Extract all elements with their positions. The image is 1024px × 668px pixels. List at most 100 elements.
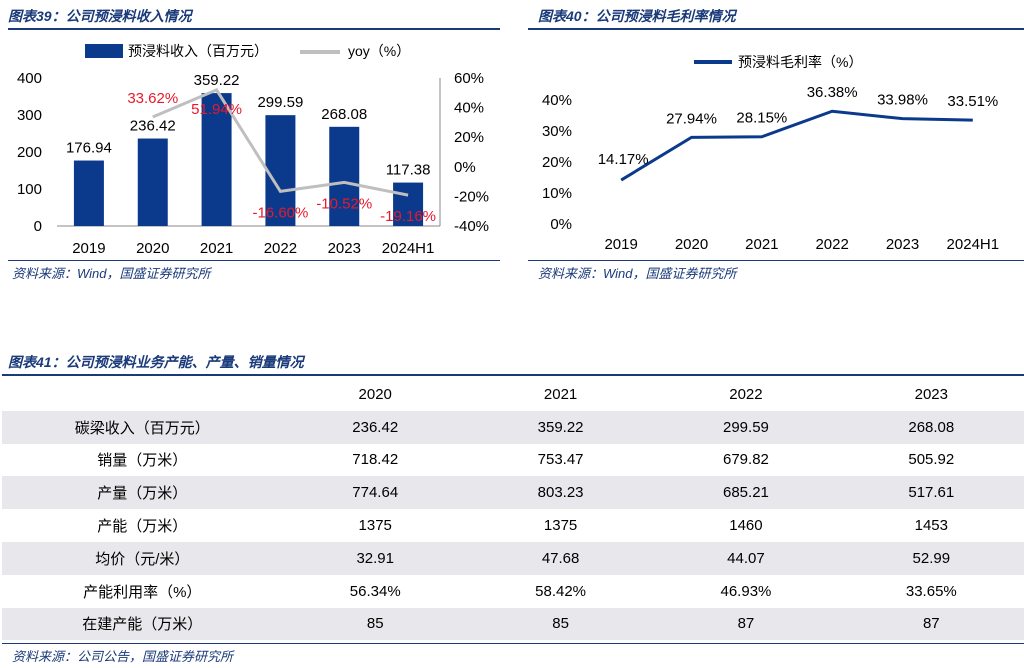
yoy-point-label: -19.16% <box>380 208 436 225</box>
table-header-cell: 2020 <box>358 385 392 403</box>
table-cell: 505.92 <box>908 451 955 469</box>
margin-point-label: 33.98% <box>877 92 928 109</box>
x-tick-label: 2022 <box>264 240 297 257</box>
table-row: 碳梁收入（百万元） 236.42 359.22 299.59 268.08 <box>2 410 1024 444</box>
table-row: 在建产能（万米） 85 85 87 87 <box>2 607 1024 641</box>
fig39-top-rule <box>8 28 500 30</box>
bar <box>73 160 104 226</box>
margin-line <box>620 109 973 182</box>
fig39-title: 图表39：公司预浸料收入情况 <box>8 8 192 24</box>
table-cell: 685.21 <box>653 476 839 510</box>
table-header-cell: 2021 <box>543 385 578 403</box>
row-label: 产能利用率（%） <box>83 583 202 601</box>
fig41-title: 图表41：公司预浸料业务产能、产量、销量情况 <box>8 354 304 370</box>
table-cell: 46.93% <box>720 582 772 600</box>
x-tick-label: 2021 <box>745 236 778 253</box>
table-cell: 32.91 <box>282 541 468 575</box>
fig40-bottom-rule <box>528 260 1024 261</box>
table-cell: 359.22 <box>467 410 654 444</box>
y-tick-label: 40% <box>542 92 572 109</box>
bar-value-label: 117.38 <box>386 162 431 179</box>
y-tick-label: 20% <box>542 154 572 171</box>
x-tick-label: 2020 <box>136 240 169 257</box>
yoy-point-label: 33.62% <box>127 90 178 107</box>
table-cell: 1453 <box>914 517 948 535</box>
yoy-point-label: -16.60% <box>252 204 308 221</box>
row-label: 碳梁收入（百万元） <box>2 410 283 444</box>
fig40-source: 资料来源：Wind，国盛证券研究所 <box>538 266 737 281</box>
table-cell: 58.42% <box>535 582 587 600</box>
table-cell: 87 <box>653 607 839 641</box>
table-cell: 85 <box>282 607 468 641</box>
bar-value-label: 268.08 <box>321 106 367 123</box>
bar-value-label: 359.22 <box>194 72 240 89</box>
x-tick-label: 2023 <box>328 240 361 257</box>
table-row: 均价（元/米） 32.91 47.68 44.07 52.99 <box>2 541 1024 575</box>
y-tick-label: 10% <box>542 185 572 202</box>
revenue-chart: 预浸料收入（百万元） yoy（%） 0 100 200 300 400 -40% -20% 0% 2… <box>17 43 489 257</box>
table-header-cell: 2023 <box>914 385 948 403</box>
table-cell: 679.82 <box>723 451 769 469</box>
table-cell: 44.07 <box>653 541 839 575</box>
fig41-bottom-rule <box>2 643 1024 644</box>
x-tick-label: 2024H1 <box>947 236 1000 253</box>
bar <box>393 182 424 226</box>
table-row: 产能（万米） 1375 1375 1460 1453 <box>2 509 1024 542</box>
table-cell: 753.47 <box>537 451 584 469</box>
yoy-point-label: 51.94% <box>191 101 242 118</box>
y-tick-label: 100 <box>17 181 42 198</box>
x-tick-label: 2022 <box>815 236 848 253</box>
yoy-line <box>152 88 409 197</box>
table-cell: 774.64 <box>282 476 468 510</box>
table-cell: 1375 <box>543 517 578 535</box>
y-tick-label: 300 <box>17 107 42 124</box>
bar <box>201 93 232 227</box>
table-header-cell <box>2 378 283 411</box>
bar <box>137 138 168 226</box>
yoy-point-label: -10.52% <box>316 195 372 212</box>
bar-value-label: 299.59 <box>257 94 303 111</box>
margin-point-label: 27.94% <box>666 110 717 127</box>
row-label: 销量（万米） <box>97 452 188 470</box>
table-cell: 87 <box>838 607 1024 641</box>
x-tick-label: 2020 <box>675 236 708 253</box>
bar-value-label: 176.94 <box>66 140 112 157</box>
table-cell: 47.68 <box>467 541 654 575</box>
table-cell: 803.23 <box>467 476 654 510</box>
table-cell: 517.61 <box>838 476 1024 510</box>
legend-label-bar: 预浸料收入（百万元） <box>128 43 268 59</box>
table-header-cell: 2022 <box>729 385 763 403</box>
table-cell: 85 <box>467 607 654 641</box>
row-label: 产量（万米） <box>2 476 283 510</box>
x-tick-label: 2019 <box>72 240 105 257</box>
margin-point-label: 28.15% <box>736 110 787 127</box>
margin-point-label: 36.38% <box>807 84 858 101</box>
bar-value-label: 236.42 <box>130 118 176 135</box>
table-row: 产量（万米） 774.64 803.23 685.21 517.61 <box>2 476 1024 510</box>
y2-tick-label: 60% <box>454 70 484 87</box>
table-cell: 718.42 <box>352 451 399 469</box>
table-cell: 1460 <box>729 517 763 535</box>
y2-tick-label: 0% <box>454 159 476 176</box>
fig40-top-rule <box>528 28 1024 30</box>
row-label: 在建产能（万米） <box>2 607 283 641</box>
fig41-top-rule <box>2 374 1024 376</box>
table-cell: 268.08 <box>838 410 1024 444</box>
legend-label-line: 预浸料毛利率（%） <box>738 54 862 70</box>
legend-swatch-bar <box>85 44 123 58</box>
x-tick-label: 2019 <box>604 236 637 253</box>
bar <box>265 115 296 226</box>
y2-tick-label: 20% <box>454 129 484 146</box>
x-tick-label: 2023 <box>886 236 919 253</box>
y2-tick-label: -40% <box>454 218 489 235</box>
gross-margin-chart: 预浸料毛利率（%） 0% 10% 20% 30% 40% 2019 2020 2021 2022 2… <box>542 54 1000 253</box>
table-cell: 299.59 <box>653 410 839 444</box>
x-tick-label: 2024H1 <box>382 240 435 257</box>
row-label: 均价（元/米） <box>2 541 283 575</box>
y-tick-label: 30% <box>542 123 572 140</box>
y-tick-label: 0 <box>34 218 42 235</box>
x-tick-label: 2021 <box>200 240 233 257</box>
table-cell: 56.34% <box>349 582 401 600</box>
row-label: 产能（万米） <box>97 518 188 536</box>
capacity-table: 2020 2021 2022 2023 碳梁收入（百万元） 236.42 359… <box>2 378 1024 641</box>
